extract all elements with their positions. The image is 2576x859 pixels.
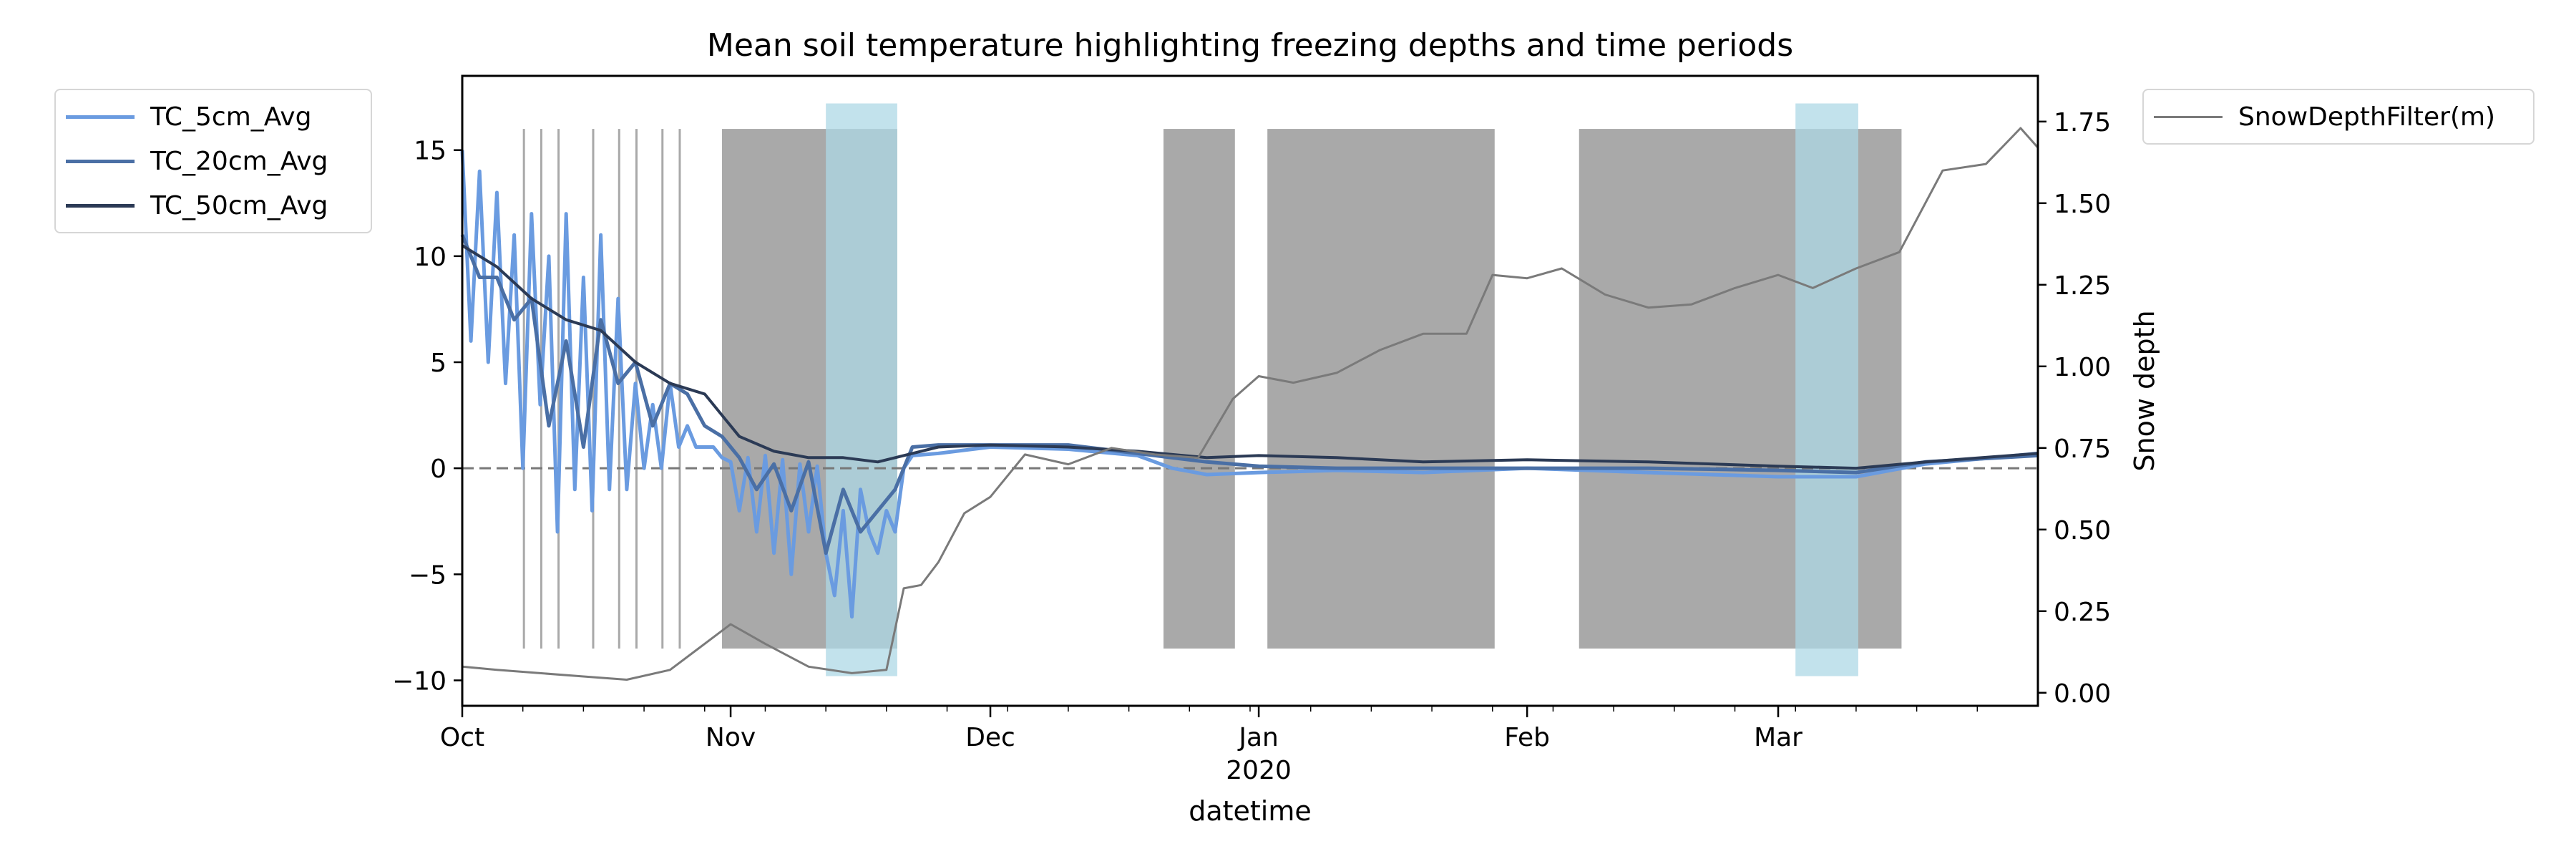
series-line-snowdepthfilter-m [462,127,2039,681]
legend-entry: TC_50cm_Avg [56,183,371,228]
y-right-tick-label: 0.00 [2054,679,2111,709]
legend-label: TC_20cm_Avg [150,146,328,176]
legend-snow-depth: SnowDepthFilter(m) [2142,89,2534,145]
legend-swatch [66,115,135,119]
freezing-period-band [1267,129,1495,649]
x-tick-label: Nov [706,723,756,752]
y-right-tick-label: 1.25 [2054,271,2111,301]
x-tick-label: Mar [1754,723,1802,752]
freezing-bands [522,103,1902,676]
y-right-tick-label: 0.25 [2054,598,2111,627]
y-left-tick-label: 10 [414,243,447,272]
y-left-tick-label: 15 [414,137,447,166]
y-right-tick-label: 1.50 [2054,190,2111,219]
legend-temperature: TC_5cm_Avg TC_20cm_Avg TC_50cm_Avg [54,89,372,233]
legend-entry: TC_20cm_Avg [56,139,371,183]
y-left-tick-label: −5 [409,560,447,590]
y-right-tick-label: 1.75 [2054,108,2111,137]
x-tick-label: Dec [965,723,1015,752]
deep-freeze-period-band [1795,103,1858,676]
x-tick-label: Jan [1237,723,1279,752]
series-line-tc-20cm-avg [460,234,2039,555]
series-line-tc-5cm-avg [460,150,2039,619]
freezing-period-band [1163,129,1235,649]
freezing-period-band [618,129,620,649]
series-lines [460,127,2039,681]
x-tick-label: Feb [1504,723,1550,752]
y-right-tick-label: 0.50 [2054,516,2111,545]
freezing-period-band [661,129,664,649]
legend-label: TC_5cm_Avg [150,102,312,132]
legend-entry: SnowDepthFilter(m) [2144,94,2533,139]
legend-entry: TC_5cm_Avg [56,94,371,139]
legend-label: TC_50cm_Avg [150,190,328,220]
legend-swatch [66,203,135,208]
series-line-tc-50cm-avg [461,244,2039,470]
y-axis-right-label: Snow depth [2129,310,2160,471]
y-right-tick-label: 1.00 [2054,353,2111,382]
y-right-tick-label: 0.75 [2054,435,2111,464]
chart-title: Mean soil temperature highlighting freez… [707,27,1793,64]
x-tick-year-label: 2020 [1226,756,1292,785]
y-left-tick-label: 0 [430,455,447,484]
legend-swatch [2154,115,2223,118]
legend-label: SnowDepthFilter(m) [2238,102,2496,132]
axes: −10 −5 0 5 10 15 0.00 0.25 0.50 0.75 1.00 1.25 1.50 1… [392,108,2111,785]
y-left-tick-label: 5 [430,349,447,378]
x-axis-label: datetime [1189,795,1312,827]
freezing-period-band [557,129,560,649]
legend-swatch [66,159,135,163]
y-left-tick-label: −10 [392,666,447,696]
x-tick-label: Oct [440,723,484,752]
